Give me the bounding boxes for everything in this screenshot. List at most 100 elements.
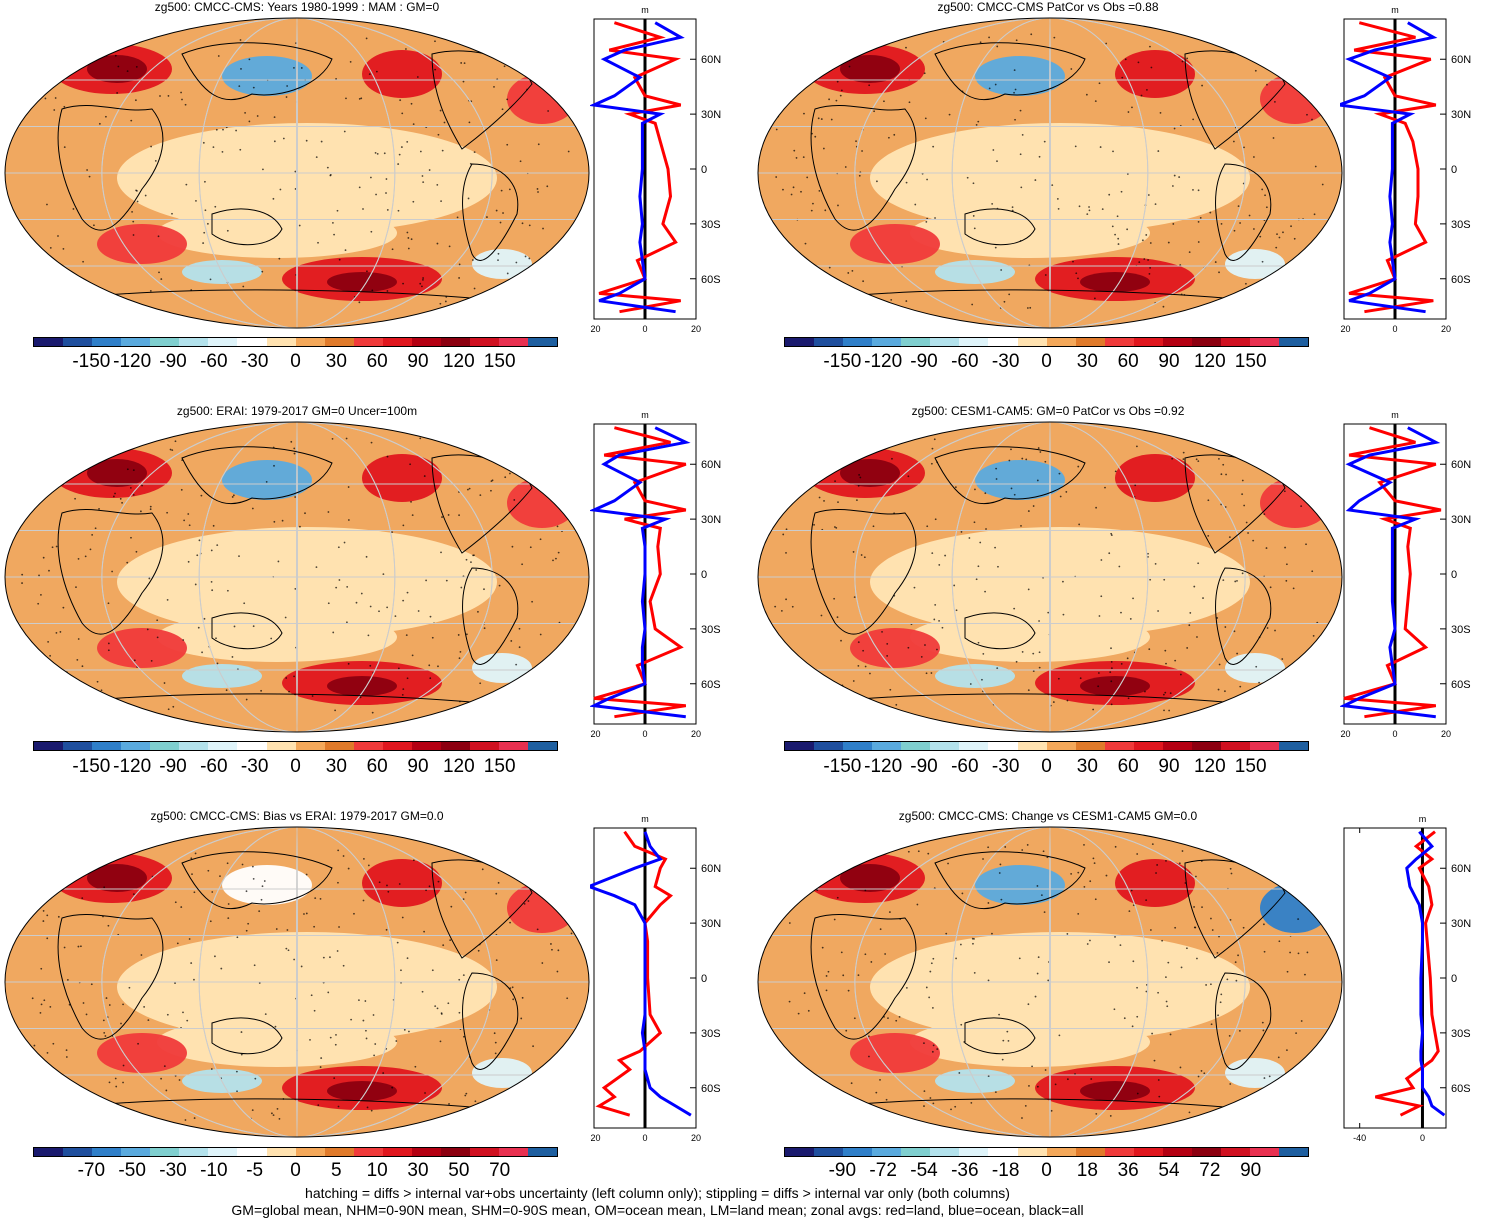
stipple-dot [254,1077,257,1080]
stipple-dot [114,492,116,495]
colorbar-swatch [353,1148,383,1156]
stipple-dot [883,100,885,103]
colorbar-swatch [266,1148,296,1156]
stipple-dot [188,938,191,940]
stipple-dot [434,1005,437,1007]
stipple-dot [150,145,153,148]
colorbar-swatch [353,742,383,750]
stipple-dot [37,602,40,605]
stipple-dot [412,859,415,862]
stipple-dot [1304,1106,1306,1109]
stipple-dot [905,46,907,49]
stipple-dot [1140,94,1143,97]
stipple-dot [42,920,45,922]
stipple-dot [948,113,951,116]
colorbar-tick-label: -150 [823,756,862,777]
stipple-dot [825,975,828,977]
stipple-dot [972,182,975,185]
field-anomaly [1080,1081,1150,1101]
stipple-dot [327,991,330,994]
stipple-dot [156,619,159,622]
coastline [181,42,333,101]
stipple-dot [1283,38,1286,41]
stipple-dot [462,898,465,901]
colorbar-swatch [440,742,470,750]
stipple-dot [1297,918,1300,920]
stipple-dot [186,1019,189,1022]
stipple-dot [273,464,275,467]
coastline [934,851,1086,910]
stipple-dot [566,1056,569,1059]
stipple-dot [176,942,179,945]
stipple-dot [402,524,405,527]
profile-xtick-label: 20 [691,729,701,739]
stipple-dot [429,615,432,618]
stipple-dot [59,631,62,633]
stipple-dot [26,859,28,862]
stipple-dot [944,554,947,557]
stipple-dot [149,508,152,511]
graticule-meridian [951,18,1149,328]
stipple-dot [953,584,956,587]
profile-land-line [1375,830,1440,1117]
stipple-dot [1196,957,1198,960]
stipple-dot [1278,940,1281,943]
stipple-dot [844,166,847,168]
stipple-dot [167,708,170,711]
colorbar-tick-label: 30 [407,1160,429,1181]
stipple-dot [511,986,514,989]
stipple-dot [933,438,936,441]
stipple-dot [31,472,34,475]
field-anomaly [507,883,577,933]
stipple-dot [494,1041,497,1044]
stipple-dot [563,309,565,312]
stipple-dot [30,495,33,497]
stipple-dot [180,906,183,908]
colorbar-tick-label: -120 [864,756,903,777]
stipple-dot [1007,1039,1010,1042]
stipple-dot [263,880,266,882]
stipple-dot [483,588,485,591]
stipple-dot [932,957,935,960]
profile-ocean-line [1340,21,1438,314]
stipple-dot [1173,127,1176,130]
stipple-dot [126,561,129,564]
stipple-dot [1236,652,1239,655]
stipple-dot [449,939,452,942]
field-anomaly [1260,883,1330,933]
colorbar-swatch [237,742,267,750]
stipple-dot [1290,225,1292,228]
colorbar-tick-label: 150 [1234,756,1267,777]
stipple-dot [905,986,908,989]
stipple-dot [862,280,865,283]
colorbar-swatch [324,1148,354,1156]
stipple-dot [863,556,866,559]
stipple-dot [497,259,499,262]
stipple-dot [403,1028,406,1031]
stipple-dot [98,508,100,510]
stipple-dot [840,89,843,92]
stipple-dot [184,103,187,106]
stipple-dot [197,626,200,629]
stipple-dot [818,189,821,192]
stipple-dot [1297,856,1300,859]
stipple-dot [523,903,526,905]
stipple-dot [1132,960,1135,963]
stipple-dot [987,846,990,849]
stipple-dot [1020,186,1023,189]
stipple-dot [1268,1075,1271,1078]
stipple-dot [434,68,437,71]
stipple-dot [1220,993,1223,996]
stipple-dot [1180,966,1183,969]
stipple-dot [1058,1034,1061,1037]
stipple-dot [1195,458,1198,461]
stipple-dot [107,924,110,927]
stipple-dot [1207,534,1210,537]
colorbar-tick-label: -70 [77,1160,106,1181]
stipple-dot [143,1006,146,1008]
stipple-dot [1300,505,1303,508]
stipple-dot [1171,185,1174,187]
stipple-dot [1286,1049,1288,1052]
stipple-dot [248,58,251,61]
stipple-dot [445,579,448,582]
